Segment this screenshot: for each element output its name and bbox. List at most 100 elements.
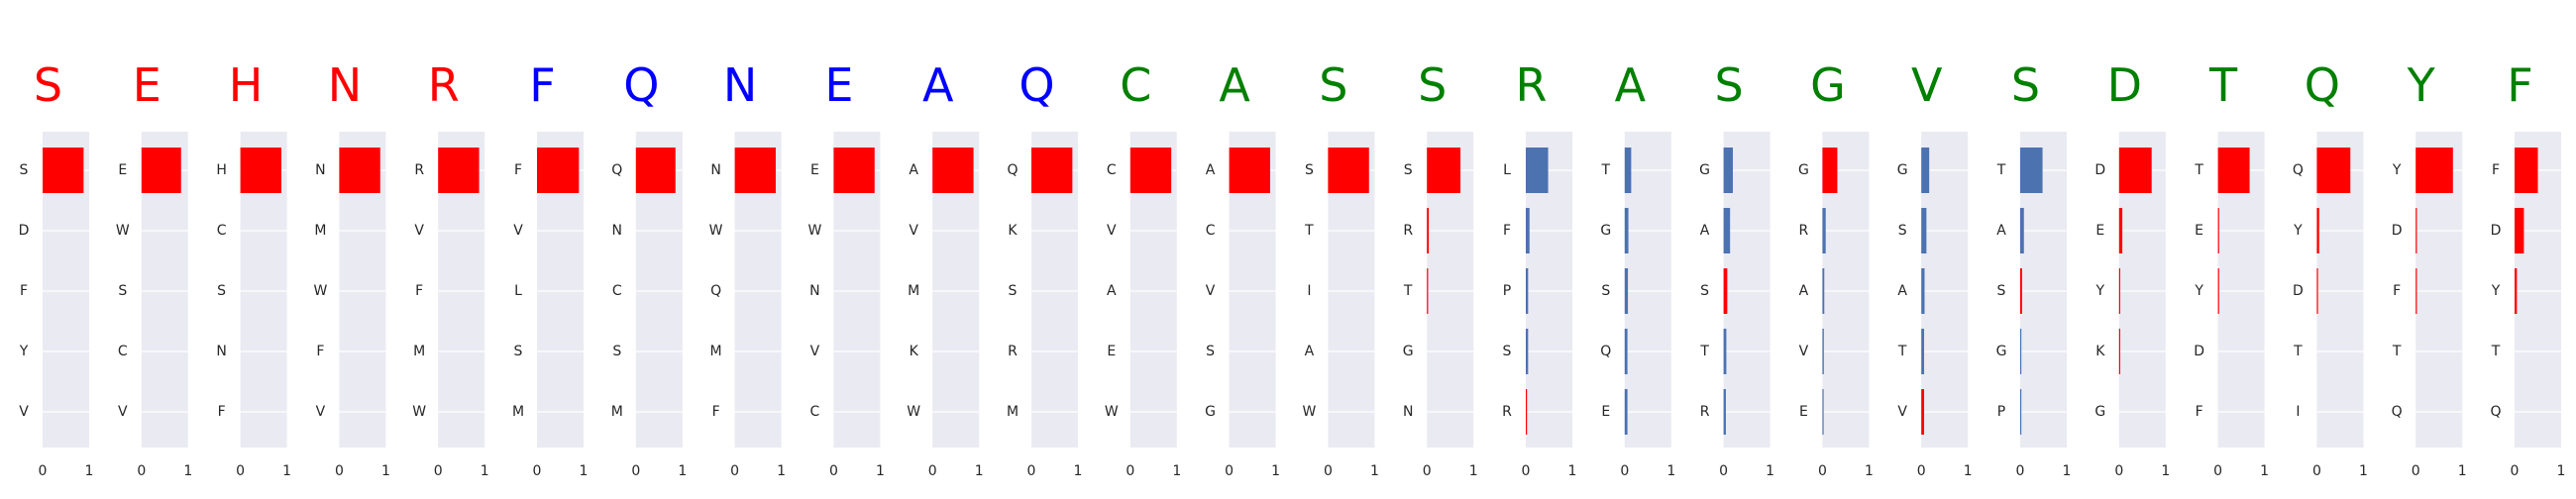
- category-label: G: [2094, 404, 2105, 420]
- bar: [1031, 148, 1073, 193]
- category-label: R: [1799, 223, 1809, 239]
- category-label: D: [2293, 283, 2304, 299]
- category-label: S: [612, 344, 621, 359]
- category-label: V: [1107, 223, 1117, 239]
- bar: [1723, 268, 1728, 314]
- bar: [1129, 148, 1172, 193]
- x-tick-label: 0: [1917, 463, 1926, 479]
- category-label: S: [1601, 283, 1610, 299]
- x-tick-label: 0: [2312, 463, 2321, 479]
- category-label: D: [2392, 223, 2403, 239]
- x-tick-label: 1: [2260, 463, 2269, 479]
- bar: [1723, 329, 1727, 374]
- category-label: S: [1404, 162, 1413, 178]
- category-label: A: [1996, 223, 2006, 239]
- x-tick-label: 0: [137, 463, 146, 479]
- x-tick-label: 1: [1865, 463, 1874, 479]
- category-label: A: [1799, 283, 1809, 299]
- category-label: R: [1008, 344, 1018, 359]
- category-label: F: [2492, 162, 2500, 178]
- category-label: F: [712, 404, 720, 420]
- bar: [339, 148, 380, 193]
- bar: [1723, 389, 1726, 435]
- category-label: N: [612, 223, 622, 239]
- bar: [2020, 268, 2022, 314]
- category-label: F: [415, 283, 423, 299]
- bar: [1822, 389, 1824, 435]
- category-label: K: [910, 344, 919, 359]
- bar: [2217, 148, 2250, 193]
- category-label: E: [1601, 404, 1610, 420]
- category-label: A: [1700, 223, 1710, 239]
- residue-label: Q: [1019, 58, 1054, 112]
- category-label: E: [810, 162, 819, 178]
- category-label: C: [810, 404, 820, 420]
- category-label: G: [1897, 162, 1908, 178]
- bar: [2118, 268, 2120, 314]
- category-label: V: [909, 223, 918, 239]
- residue-label: Y: [2407, 58, 2436, 112]
- category-label: T: [2194, 162, 2203, 178]
- bar: [537, 148, 580, 193]
- category-label: C: [1107, 162, 1117, 178]
- bar: [240, 148, 281, 193]
- residue-label: S: [1418, 58, 1447, 112]
- residue-label: N: [723, 58, 757, 112]
- residue-label: N: [328, 58, 362, 112]
- residue-label: S: [1319, 58, 1347, 112]
- residue-label: S: [34, 58, 62, 112]
- category-label: I: [1307, 283, 1311, 299]
- x-tick-label: 1: [2557, 463, 2566, 479]
- bar: [1526, 389, 1528, 435]
- bar: [43, 148, 84, 193]
- residue-label: D: [2107, 58, 2142, 112]
- bar: [1921, 389, 1925, 435]
- bar: [2515, 148, 2538, 193]
- residue-label: V: [1911, 58, 1943, 112]
- bar: [1624, 208, 1629, 253]
- category-label: M: [314, 223, 326, 239]
- residue-label: S: [1714, 58, 1743, 112]
- category-label: S: [1305, 162, 1314, 178]
- category-label: N: [216, 344, 226, 359]
- x-tick-label: 0: [2412, 463, 2420, 479]
- category-label: P: [1503, 283, 1511, 299]
- category-label: R: [1403, 223, 1413, 239]
- category-label: A: [1107, 283, 1117, 299]
- category-label: Y: [19, 344, 29, 359]
- category-label: V: [414, 223, 424, 239]
- bar: [2316, 268, 2318, 314]
- category-label: F: [2196, 404, 2203, 420]
- bar: [1921, 208, 1927, 253]
- category-label: L: [514, 283, 522, 299]
- bar: [141, 148, 181, 193]
- category-label: V: [316, 404, 326, 420]
- category-label: K: [2095, 344, 2105, 359]
- category-label: Y: [2392, 162, 2402, 178]
- category-label: R: [1700, 404, 1710, 420]
- x-tick-label: 0: [1522, 463, 1531, 479]
- bar: [2217, 208, 2219, 253]
- category-label: C: [217, 223, 227, 239]
- bar: [1921, 268, 1925, 314]
- category-label: K: [1008, 223, 1018, 239]
- residue-label: R: [1516, 58, 1548, 112]
- category-label: W: [907, 404, 920, 420]
- x-tick-label: 0: [730, 463, 739, 479]
- category-label: G: [1403, 344, 1414, 359]
- x-tick-label: 1: [1172, 463, 1181, 479]
- category-label: A: [909, 162, 918, 178]
- category-label: G: [1600, 223, 1611, 239]
- category-label: Y: [2491, 283, 2501, 299]
- category-label: C: [118, 344, 128, 359]
- residue-label: Q: [623, 58, 659, 112]
- bar: [833, 148, 875, 193]
- category-label: C: [612, 283, 622, 299]
- residue-label: H: [229, 58, 264, 112]
- x-tick-label: 1: [381, 463, 390, 479]
- x-tick-label: 0: [2016, 463, 2025, 479]
- x-tick-label: 0: [1225, 463, 1234, 479]
- category-label: D: [2194, 344, 2204, 359]
- category-label: P: [1997, 404, 2005, 420]
- category-label: F: [20, 283, 28, 299]
